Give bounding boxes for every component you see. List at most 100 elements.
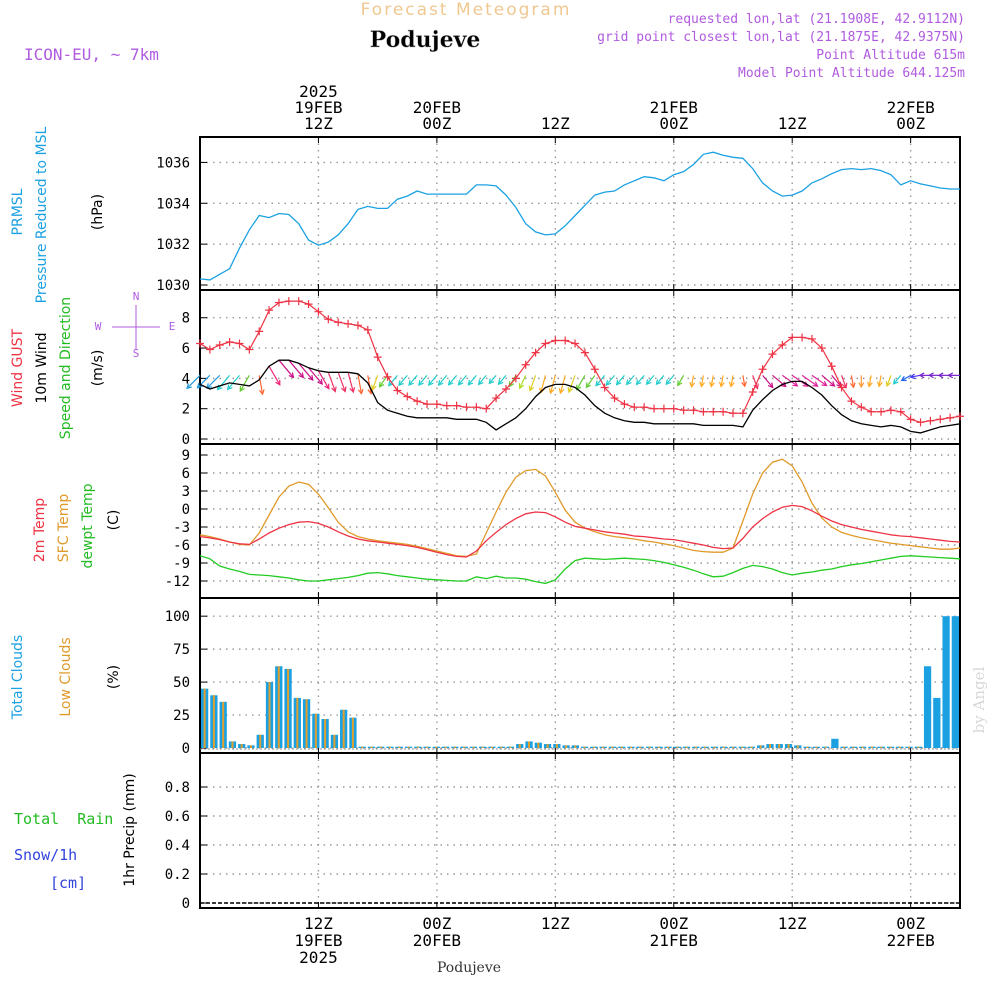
low-cloud-bar (769, 744, 771, 748)
low-cloud-bar (416, 746, 419, 748)
wind-arrow (720, 375, 724, 387)
gust-marker (314, 307, 323, 316)
wind-arrow (478, 374, 487, 385)
low-cloud-bar (611, 746, 614, 748)
dewpt-line (199, 555, 961, 585)
wind-arrow-head (528, 385, 535, 392)
wind-arrow (636, 374, 645, 385)
low-cloud-bar (843, 746, 846, 748)
label-prmsl: PRMSL (10, 188, 26, 235)
time-label-bottom: 12Z (541, 914, 570, 933)
wind-arrow (519, 375, 527, 389)
wind-arrow (616, 374, 625, 386)
low-cloud-bar (546, 744, 549, 748)
low-cloud-bar (500, 746, 503, 748)
gust-marker (541, 339, 550, 348)
low-cloud-bar (713, 746, 716, 748)
wind-arrow-head (728, 381, 735, 388)
low-cloud-bar (852, 746, 855, 748)
wind-arrow-head (927, 372, 934, 379)
wind-arrow-head (918, 372, 925, 379)
time-label-top: 00Z (896, 114, 925, 133)
wind-arrow (868, 375, 872, 387)
wind-arrow (206, 374, 221, 389)
gust-marker (600, 383, 609, 392)
wind-arrow (730, 375, 734, 387)
low-cloud-bar (731, 746, 734, 748)
gust-marker (827, 362, 836, 371)
label-speed-direction: Speed and Direction (58, 297, 74, 439)
wind-arrow (710, 375, 714, 387)
low-cloud-bar (889, 746, 892, 748)
gust-marker (650, 404, 659, 413)
y-tick-label: 0.6 (165, 809, 190, 825)
time-label-bottom: 19FEB (294, 931, 342, 950)
wind-arrow-head (625, 379, 632, 386)
low-cloud-bar (796, 745, 799, 748)
gust-marker (353, 321, 362, 330)
wind-arrow-head (186, 383, 192, 390)
gust-marker (590, 365, 599, 374)
low-cloud-bar (426, 746, 429, 748)
gust-marker (926, 416, 935, 425)
gust-marker (413, 397, 422, 406)
gust-marker (304, 300, 313, 309)
low-cloud-bar (592, 746, 595, 748)
gust-marker (689, 406, 698, 415)
wind-arrow (388, 374, 398, 387)
unit-mm: 1hr Precip (mm) (122, 773, 138, 886)
wind-arrow (886, 375, 892, 387)
gust-marker (363, 325, 372, 334)
wind-arrow-head (665, 379, 672, 386)
low-cloud-bar (528, 741, 531, 748)
low-cloud-bar (407, 746, 410, 748)
low-cloud-bar (880, 746, 883, 748)
wind-arrow (821, 374, 835, 387)
wind-arrow (488, 374, 497, 384)
wind-arrow (585, 374, 596, 388)
gust-marker (620, 400, 629, 409)
model-altitude: Model Point Altitude 644.125m (738, 66, 965, 81)
wind-arrow-head (331, 386, 337, 393)
wind-arrow-head (418, 379, 424, 386)
gust-marker (383, 372, 392, 381)
wind-arrow-head (849, 382, 856, 389)
low-cloud-bar (203, 688, 206, 748)
total-cloud-bar (933, 697, 941, 748)
gust-marker (936, 415, 945, 424)
wind-arrow (458, 374, 467, 386)
wind-arrow (371, 375, 379, 390)
wind-arrow (529, 375, 537, 391)
wind-arrow-head (829, 381, 836, 387)
label-total-clouds: Total Clouds (10, 635, 26, 720)
label-sfc-temp: SFC Temp (56, 494, 72, 563)
y-tick-label: 0.2 (165, 867, 190, 883)
wind-arrow-head (689, 381, 696, 388)
low-cloud-bar (806, 746, 809, 748)
compass-w: W (95, 320, 102, 333)
low-cloud-bar (518, 744, 521, 748)
label-snow: Snow/1h (14, 846, 77, 864)
wind-arrow-head (615, 379, 622, 386)
low-cloud-bar (398, 746, 401, 748)
wind-arrow (626, 374, 635, 385)
wind-arrow-head (239, 385, 245, 393)
gust-marker (748, 388, 757, 397)
y-tick-label: 4 (182, 371, 190, 387)
location-title: Podujeve (370, 27, 481, 53)
gust-marker (916, 418, 925, 427)
gust-marker (857, 403, 866, 412)
wind-arrow-head (821, 380, 828, 387)
low-cloud-bar (509, 746, 512, 748)
time-label-top: 19FEB (294, 98, 342, 117)
wind-arrow (347, 372, 354, 393)
wind-arrow-head (876, 381, 883, 388)
gust-marker (265, 306, 274, 315)
wind-arrow-head (457, 379, 464, 386)
wind-arrow (801, 374, 818, 387)
wind-arrow-head (947, 372, 954, 379)
y-tick-label: -12 (165, 574, 190, 590)
wind-arrow (448, 374, 458, 386)
wind-arrow-head (341, 386, 347, 393)
y-tick-label: 1030 (156, 278, 190, 294)
